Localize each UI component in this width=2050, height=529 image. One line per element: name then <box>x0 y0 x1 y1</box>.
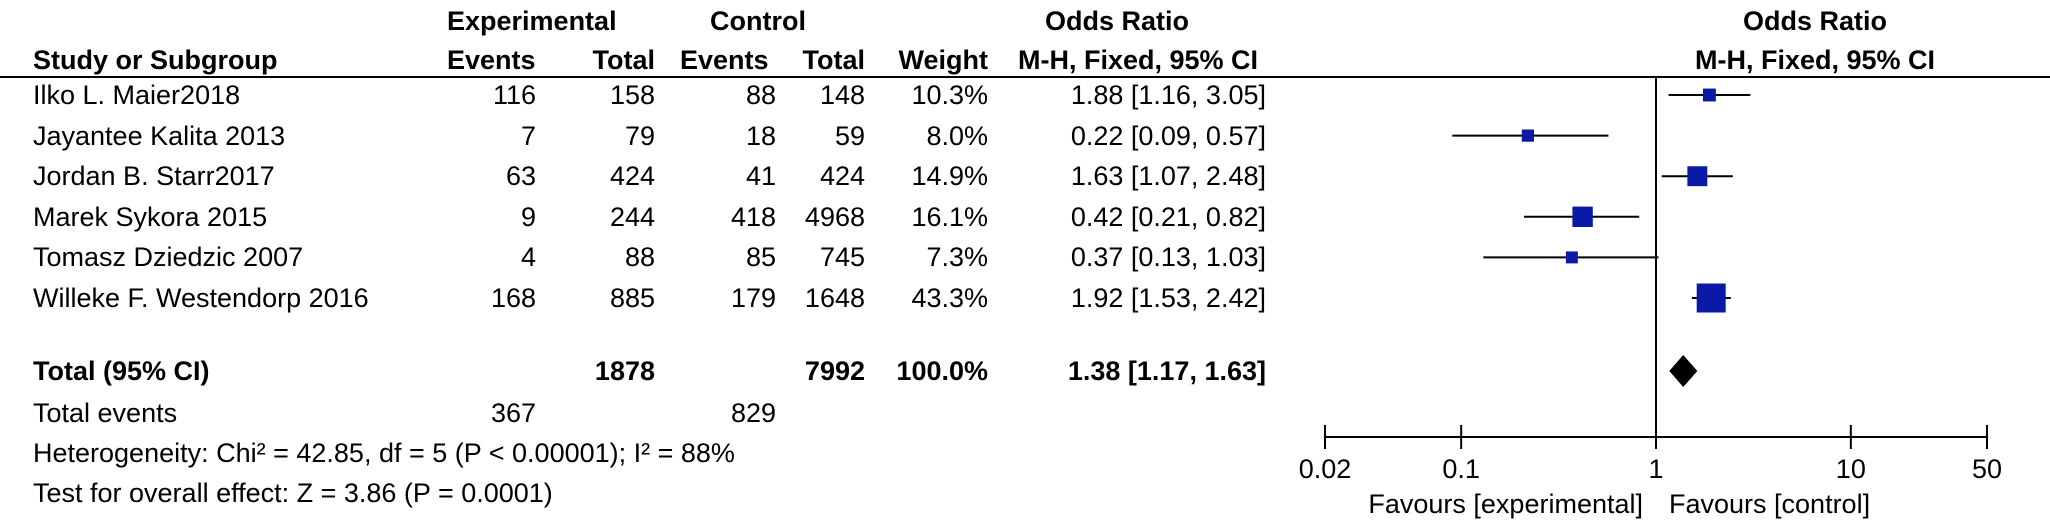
study-marker <box>1521 129 1534 142</box>
ctl-total: 59 <box>834 120 865 151</box>
study-marker <box>1702 88 1716 102</box>
total-events-ctl: 829 <box>730 398 776 428</box>
ctl-total: 1648 <box>804 283 865 313</box>
weight: 7.3% <box>926 242 988 273</box>
weight: 10.3% <box>911 80 988 110</box>
study-name: Willeke F. Westendorp 2016 <box>33 283 369 313</box>
exp-events: 168 <box>490 283 536 313</box>
ctl-events: 418 <box>730 201 776 232</box>
header-ctl-events: Events <box>680 45 769 75</box>
exp-total: 158 <box>609 80 655 110</box>
study-name: Jayantee Kalita 2013 <box>33 120 286 151</box>
ctl-total: 745 <box>819 242 865 273</box>
x-tick-label: 0.02 <box>1299 454 1352 484</box>
exp-events: 7 <box>520 120 536 151</box>
header-exp-events: Events <box>447 45 536 75</box>
weight: 43.3% <box>911 283 988 313</box>
study-marker <box>1696 283 1726 313</box>
odds-ratio-ci: 0.22 [0.09, 0.57] <box>1070 120 1266 151</box>
x-tick-label: 1 <box>1648 454 1663 484</box>
exp-events: 9 <box>520 201 536 232</box>
ctl-total: 148 <box>819 80 865 110</box>
study-name: Ilko L. Maier2018 <box>33 80 241 110</box>
header-weight: Weight <box>898 45 989 75</box>
favours-experimental-label: Favours [experimental] <box>1368 489 1643 519</box>
exp-events: 116 <box>492 80 536 110</box>
header-ctl-total: Total <box>802 45 866 75</box>
header-exp-total: Total <box>592 45 656 75</box>
exp-total: 88 <box>624 242 655 273</box>
exp-total: 424 <box>609 161 655 192</box>
exp-total: 885 <box>609 283 655 313</box>
total-events-exp: 367 <box>490 398 536 428</box>
exp-events: 4 <box>520 242 536 273</box>
odds-ratio-ci: 1.88 [1.16, 3.05] <box>1070 80 1266 110</box>
header-study: Study or Subgroup <box>33 45 278 75</box>
study-name: Marek Sykora 2015 <box>33 201 268 232</box>
header-method: M-H, Fixed, 95% CI <box>1018 45 1259 75</box>
total-events-label: Total events <box>33 398 178 428</box>
odds-ratio-ci: 1.63 [1.07, 2.48] <box>1070 161 1266 192</box>
overall-effect-text: Test for overall effect: Z = 3.86 (P = 0… <box>33 478 553 508</box>
study-name: Tomasz Dziedzic 2007 <box>33 242 304 273</box>
odds-ratio-ci: 0.42 [0.21, 0.82] <box>1070 201 1266 232</box>
ctl-events: 18 <box>745 120 776 151</box>
weight: 8.0% <box>926 120 988 151</box>
weight: 14.9% <box>911 161 988 192</box>
exp-total: 79 <box>624 120 655 151</box>
ctl-events: 41 <box>745 161 776 192</box>
ctl-events: 85 <box>745 242 776 273</box>
total-label: Total (95% CI) <box>33 356 210 386</box>
exp-total: 244 <box>609 201 655 232</box>
header-experimental: Experimental <box>447 6 617 36</box>
study-marker <box>1687 166 1708 187</box>
x-tick-label: 0.1 <box>1442 454 1480 484</box>
odds-ratio-ci: 0.37 [0.13, 1.03] <box>1070 242 1266 273</box>
ctl-total: 424 <box>819 161 865 192</box>
favours-control-label: Favours [control] <box>1669 489 1870 519</box>
weight: 16.1% <box>911 201 988 232</box>
total-weight: 100.0% <box>896 356 988 386</box>
plot-header-method: M-H, Fixed, 95% CI <box>1694 45 1936 75</box>
study-marker <box>1572 206 1593 228</box>
study-name: Jordan B. Starr2017 <box>33 161 275 192</box>
total-ctl-total: 7992 <box>804 356 865 386</box>
heterogeneity-text: Heterogeneity: Chi² = 42.85, df = 5 (P <… <box>33 438 735 468</box>
pooled-diamond <box>1669 355 1698 387</box>
x-tick-label: 10 <box>1836 454 1866 484</box>
total-exp-total: 1878 <box>594 356 655 386</box>
header-odds-ratio: Odds Ratio <box>1045 6 1190 36</box>
ctl-events: 179 <box>730 283 776 313</box>
ctl-total: 4968 <box>804 201 865 232</box>
odds-ratio-ci: 1.92 [1.53, 2.42] <box>1070 283 1266 313</box>
plot-header-odds-ratio: Odds Ratio <box>1742 6 1887 36</box>
header-divider <box>0 76 2050 78</box>
study-marker <box>1565 251 1578 264</box>
x-tick-label: 50 <box>1972 454 2002 484</box>
header-control: Control <box>710 6 806 36</box>
total-or: 1.38 [1.17, 1.63] <box>1067 356 1266 386</box>
ctl-events: 88 <box>745 80 776 110</box>
exp-events: 63 <box>505 161 536 192</box>
